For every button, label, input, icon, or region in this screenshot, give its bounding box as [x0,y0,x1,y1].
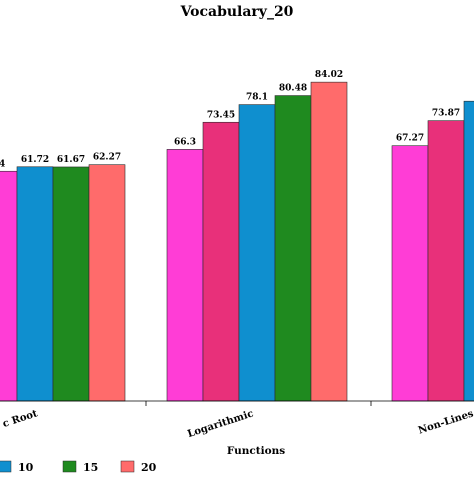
bar-0-0 [0,170,18,402]
bar-1-3 [274,95,312,402]
bar-0-2 [16,166,54,402]
legend-swatch-2 [120,460,135,473]
x-tick-label-2: Non-Lines [417,408,474,436]
value-label-1-1: 73.45 [207,110,235,120]
plot-area: 54 61.72 61.67 62.27 66.3 73.45 78.1 80.48 84.02… [0,70,474,440]
value-label-0-2: 61.72 [21,155,49,165]
bar-0-3 [52,166,90,402]
legend: 10 15 20 [0,460,157,474]
bar-1-0 [166,149,204,402]
bar-2-0 [391,145,429,402]
bar-1-2 [238,104,276,402]
x-tick-label-0: c Root [1,408,39,430]
legend-label-2: 20 [141,461,157,474]
chart-title: Vocabulary_20 [180,4,294,20]
value-label-0-4: 62.27 [93,153,121,163]
bar-2-1 [427,120,465,402]
legend-swatch-0 [0,460,12,473]
legend-swatch-1 [62,460,77,473]
value-label-2-1: 73.87 [432,109,460,119]
value-label-1-0: 66.3 [174,137,196,147]
x-axis-label: Functions [227,445,285,457]
value-label-0-0: 54 [0,159,5,169]
value-label-0-3: 61.67 [57,155,85,165]
bar-2-2 [463,100,474,402]
value-label-2-0: 67.27 [396,134,424,144]
legend-label-1: 15 [83,461,98,474]
legend-label-0: 10 [18,461,34,474]
x-tick-label-1: Logarithmic [186,408,255,440]
bar-0-4 [88,164,126,402]
value-label-1-4: 84.02 [315,70,343,80]
value-label-1-2: 78.1 [246,93,268,103]
value-label-1-3: 80.48 [279,84,307,94]
bar-1-4 [310,81,348,402]
bar-1-1 [202,121,240,402]
